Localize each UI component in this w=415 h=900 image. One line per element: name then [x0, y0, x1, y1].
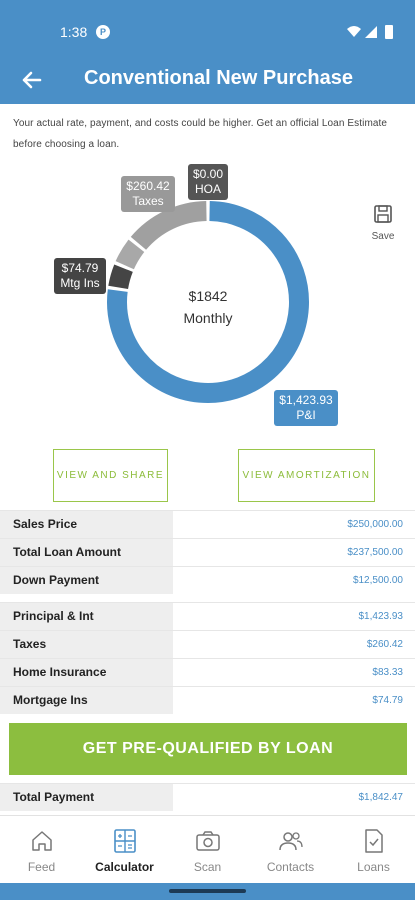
donut-slice-mtg-ins — [108, 264, 133, 290]
status-time: 1:38 — [60, 24, 88, 40]
page-title: Conventional New Purchase — [84, 67, 353, 89]
donut-svg — [107, 201, 309, 403]
row-label: Down Payment — [0, 567, 173, 594]
bottom-nav: Feed Calculator Scan Contacts — [0, 815, 415, 883]
calculator-icon — [114, 829, 136, 853]
wifi-icon — [347, 26, 361, 37]
view-amortization-button[interactable]: VIEW AMORTIZATION — [238, 449, 375, 502]
table-row: Mortgage Ins $74.79 — [0, 686, 415, 714]
row-value: $74.79 — [372, 695, 403, 706]
save-label: Save — [371, 231, 395, 242]
home-gesture-pill[interactable] — [169, 889, 246, 893]
payment-breakdown-table: Principal & Int $1,423.93 Taxes $260.42 … — [0, 602, 415, 714]
mtg-ins-callout-label: Mtg Ins — [60, 276, 100, 290]
table-row: Sales Price $250,000.00 — [0, 510, 415, 538]
view-and-share-button[interactable]: VIEW AND SHARE — [53, 449, 168, 502]
floppy-disk-icon — [374, 205, 392, 223]
arrow-left-icon — [22, 71, 42, 89]
nav-contacts[interactable]: Contacts — [249, 816, 332, 884]
contacts-icon — [279, 832, 303, 851]
donut-slice-p-i — [107, 201, 309, 403]
camera-icon — [196, 831, 220, 851]
row-label: Principal & Int — [0, 603, 173, 630]
app-bar: Conventional New Purchase — [0, 56, 415, 104]
center-amount: $1842 — [188, 288, 228, 304]
save-button[interactable]: Save — [366, 204, 400, 244]
back-button[interactable] — [16, 64, 48, 96]
taxes-callout-label: Taxes — [132, 194, 164, 208]
mtg-ins-callout-amount: $74.79 — [61, 261, 99, 275]
document-check-icon — [365, 829, 383, 853]
donut-slice-taxes — [130, 201, 207, 251]
pi-callout-amount: $1,423.93 — [279, 393, 333, 407]
nav-feed-label: Feed — [27, 860, 56, 874]
signal-icon — [365, 26, 377, 38]
home-icon — [32, 831, 52, 851]
row-value: $12,500.00 — [352, 575, 403, 586]
row-value: $250,000.00 — [347, 519, 403, 530]
row-value: $1,423.93 — [358, 611, 404, 622]
row-value: $83.33 — [372, 667, 403, 678]
table-row: Taxes $260.42 — [0, 630, 415, 658]
get-pre-qualified-button[interactable]: GET PRE-QUALIFIED BY LOAN — [9, 723, 407, 775]
center-label: Monthly — [183, 310, 233, 326]
row-label: Mortgage Ins — [0, 687, 173, 714]
row-value: $237,500.00 — [347, 547, 403, 558]
table-row: Home Insurance $83.33 — [0, 658, 415, 686]
nav-loans-label: Loans — [357, 860, 390, 874]
row-value: $260.42 — [366, 639, 403, 650]
payment-donut-chart: $1842 Monthly $260.42 Taxes $0.00 HOA $7… — [0, 150, 415, 440]
table-row: Principal & Int $1,423.93 — [0, 602, 415, 630]
pi-callout-label: P&I — [296, 408, 316, 422]
status-icons — [347, 25, 393, 39]
nav-calculator[interactable]: Calculator — [83, 816, 166, 884]
nav-feed[interactable]: Feed — [0, 816, 83, 884]
total-label: Total Payment — [0, 784, 173, 811]
nav-contacts-label: Contacts — [266, 860, 315, 874]
total-payment-table: Total Payment $1,842.47 — [0, 783, 415, 811]
taxes-callout: $260.42 Taxes — [121, 176, 175, 212]
pi-callout: $1,423.93 P&I — [274, 390, 338, 426]
notification-app-icon: P — [96, 25, 110, 39]
taxes-callout-amount: $260.42 — [126, 179, 170, 193]
mtg-ins-callout: $74.79 Mtg Ins — [54, 258, 106, 294]
hoa-callout: $0.00 HOA — [188, 164, 228, 200]
nav-calculator-label: Calculator — [95, 860, 154, 874]
hoa-callout-amount: $0.00 — [192, 167, 224, 181]
total-value: $1,842.47 — [358, 792, 404, 803]
nav-loans[interactable]: Loans — [332, 816, 415, 884]
table-row: Total Payment $1,842.47 — [0, 783, 415, 811]
disclaimer-text: Your actual rate, payment, and costs cou… — [13, 118, 388, 150]
donut-slice-home-insurance — [115, 239, 145, 270]
table-row: Down Payment $12,500.00 — [0, 566, 415, 594]
loan-summary-table: Sales Price $250,000.00 Total Loan Amoun… — [0, 510, 415, 594]
row-label: Home Insurance — [0, 659, 173, 686]
row-label: Taxes — [0, 631, 173, 658]
row-label: Total Loan Amount — [0, 539, 173, 566]
battery-icon — [385, 25, 393, 39]
status-bar: 1:38 P — [0, 0, 415, 56]
row-label: Sales Price — [0, 511, 173, 538]
nav-scan[interactable]: Scan — [166, 816, 249, 884]
table-row: Total Loan Amount $237,500.00 — [0, 538, 415, 566]
nav-scan-label: Scan — [193, 860, 222, 874]
gesture-area — [0, 883, 415, 900]
hoa-callout-label: HOA — [194, 182, 221, 196]
